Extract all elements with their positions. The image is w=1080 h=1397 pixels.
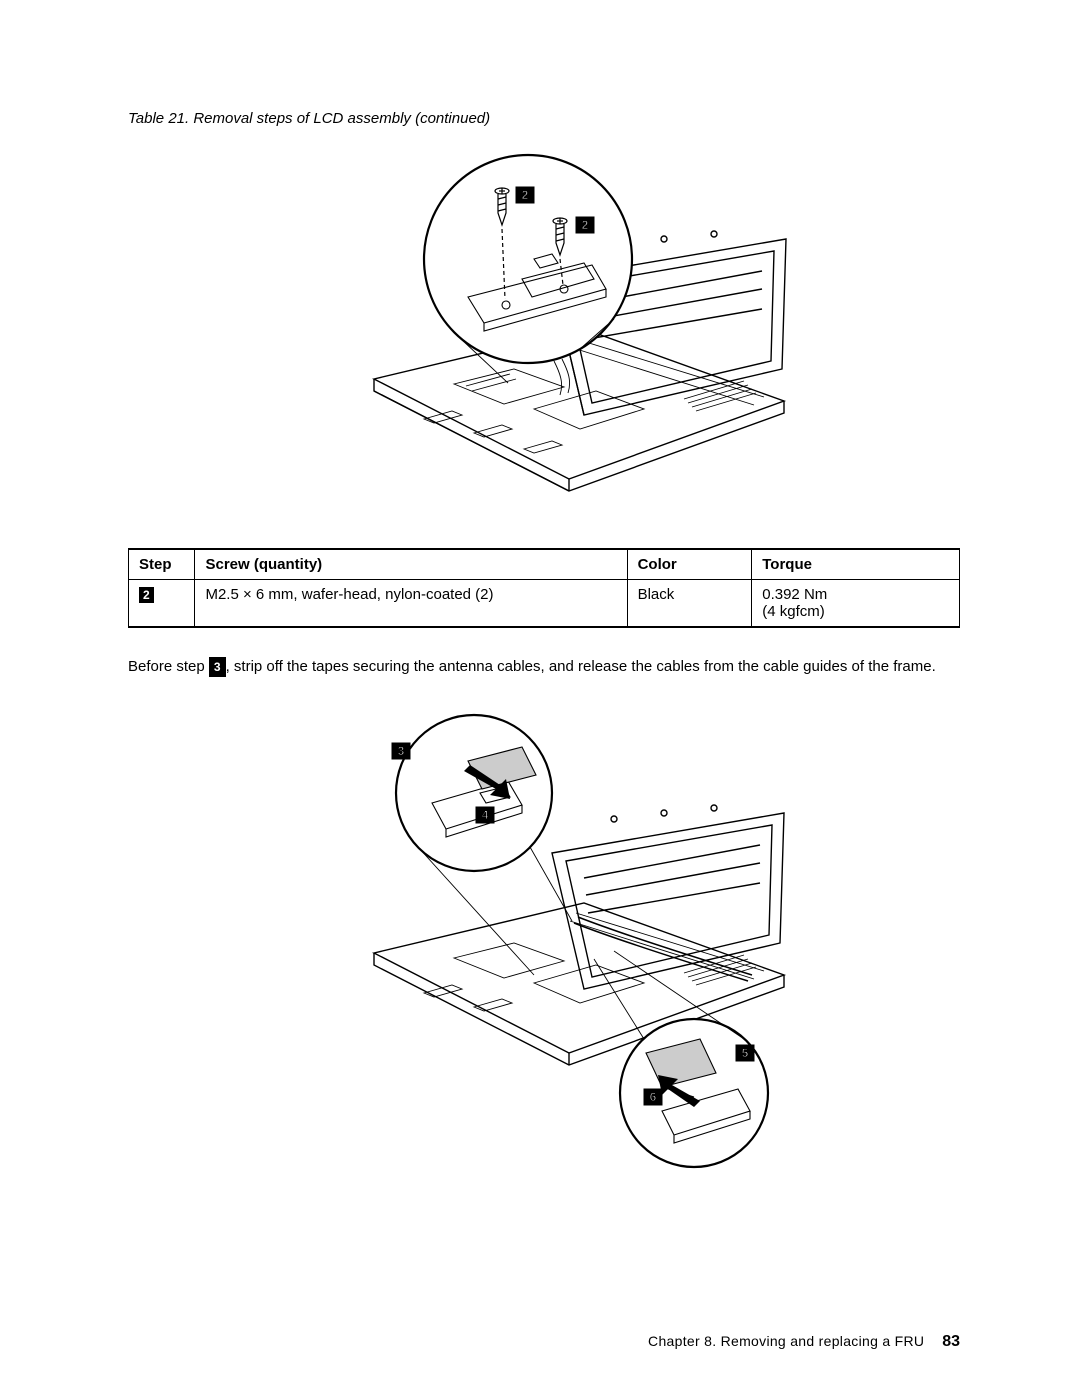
- callout-4: 4: [482, 808, 489, 822]
- th-step: Step: [129, 549, 195, 580]
- callout-3: 3: [398, 744, 405, 758]
- th-screw: Screw (quantity): [195, 549, 627, 580]
- callout-2a: 2: [522, 188, 529, 202]
- cell-torque: 0.392 Nm (4 kgfcm): [752, 580, 960, 628]
- callout-2b: 2: [582, 218, 589, 232]
- figure-lcd-screws: 2 2: [128, 139, 960, 524]
- th-torque: Torque: [752, 549, 960, 580]
- th-color: Color: [627, 549, 752, 580]
- footer-page-number: 83: [942, 1333, 960, 1350]
- figure-tape-cables: 3 4 5 6: [128, 693, 960, 1178]
- cell-step: 2: [129, 580, 195, 628]
- cell-screw: M2.5 × 6 mm, wafer-head, nylon-coated (2…: [195, 580, 627, 628]
- screw-table: Step Screw (quantity) Color Torque 2 M2.…: [128, 548, 960, 628]
- inline-step-3: 3: [209, 657, 226, 677]
- table-caption: Table 21. Removal steps of LCD assembly …: [128, 110, 960, 127]
- table-row: 2 M2.5 × 6 mm, wafer-head, nylon-coated …: [129, 580, 960, 628]
- page-footer: Chapter 8. Removing and replacing a FRU …: [648, 1333, 960, 1351]
- figure1-svg: 2 2: [284, 139, 804, 519]
- cell-color: Black: [627, 580, 752, 628]
- callout-5: 5: [742, 1046, 749, 1060]
- step-box-2: 2: [139, 587, 154, 603]
- instruction-paragraph: Before step 3, strip off the tapes secur…: [128, 656, 960, 679]
- callout-6: 6: [650, 1090, 657, 1104]
- figure2-svg: 3 4 5 6: [284, 693, 804, 1173]
- footer-chapter: Chapter 8. Removing and replacing a FRU: [648, 1333, 924, 1349]
